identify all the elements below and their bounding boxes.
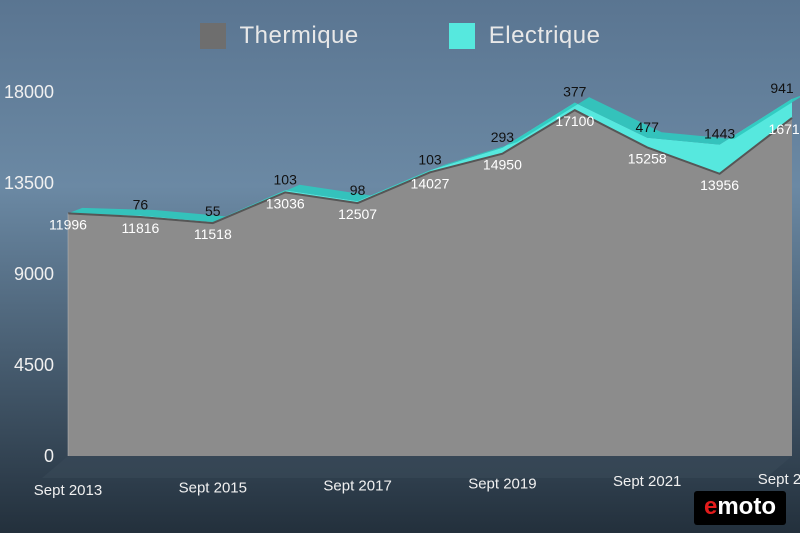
- value-label-thermique: 14027: [411, 175, 450, 191]
- value-label-electrique: 1443: [704, 126, 735, 142]
- value-label-thermique: 11518: [194, 226, 232, 242]
- logo-e: e: [704, 495, 717, 519]
- area-chart: 0 4500 9000 13500 18000 Sept 2013 Sept 2015 Sep…: [0, 0, 800, 533]
- value-label-electrique: 293: [491, 129, 515, 145]
- value-label-thermique: 13956: [700, 177, 739, 193]
- value-label-thermique: 14950: [483, 157, 522, 173]
- x-label: Sept 2015: [179, 480, 247, 497]
- value-label-electrique: 55: [205, 203, 221, 219]
- value-label-electrique: 103: [418, 151, 442, 167]
- x-label: Sept 2013: [34, 482, 102, 499]
- value-label-electrique: 103: [274, 171, 298, 187]
- x-label: Sept 2023: [758, 471, 800, 488]
- y-tick: 13500: [4, 173, 54, 193]
- x-label: Sept 2019: [468, 475, 536, 492]
- y-tick: 4500: [14, 355, 54, 375]
- value-label-thermique: 11816: [121, 220, 159, 236]
- y-tick: 18000: [4, 82, 54, 102]
- value-label-electrique: 477: [636, 119, 660, 135]
- value-label-electrique: 377: [563, 84, 587, 100]
- x-label: Sept 2017: [323, 478, 391, 495]
- emoto-logo: emoto: [694, 491, 786, 525]
- value-label-thermique: 15258: [628, 150, 667, 166]
- x-label: Sept 2021: [613, 473, 681, 490]
- value-label-electrique: 98: [350, 182, 366, 198]
- chart-stage: Thermique Electrique 0450090001350018000…: [0, 0, 800, 533]
- y-tick: 0: [44, 446, 54, 466]
- value-label-thermique: 12507: [338, 206, 377, 222]
- value-label-electrique: 76: [133, 197, 149, 213]
- value-label-thermique: 16718: [769, 121, 800, 137]
- value-label-thermique: 13036: [266, 195, 305, 211]
- y-tick: 9000: [14, 264, 54, 284]
- value-label-thermique: 17100: [555, 113, 594, 129]
- value-label-electrique: 941: [770, 80, 794, 96]
- logo-moto: moto: [717, 495, 776, 519]
